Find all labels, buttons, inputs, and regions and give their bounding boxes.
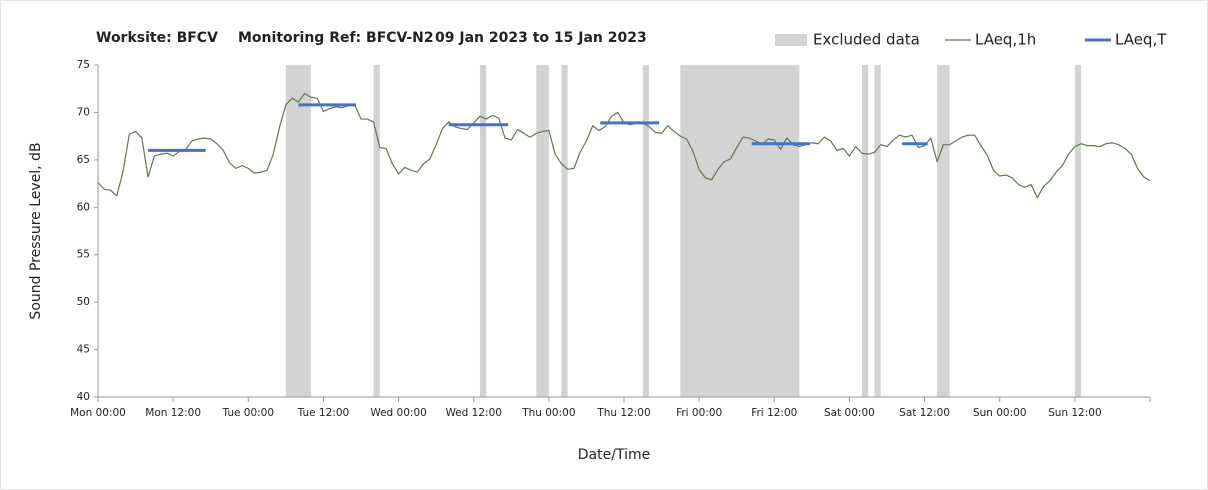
excluded-region xyxy=(1074,65,1082,397)
y-tick-label: 65 xyxy=(77,154,90,166)
x-tick-label: Sun 00:00 xyxy=(973,407,1027,419)
y-tick-label: 45 xyxy=(77,344,90,356)
excluded-region xyxy=(680,65,800,397)
x-tick-label: Tue 00:00 xyxy=(222,407,275,419)
title-ref: Monitoring Ref: BFCV-N2 xyxy=(238,30,434,46)
legend-label: Excluded data xyxy=(813,31,920,49)
excluded-region xyxy=(479,65,487,397)
y-tick-label: 55 xyxy=(77,249,90,261)
x-tick-label: Sat 12:00 xyxy=(899,407,950,419)
y-tick-label: 70 xyxy=(77,106,90,118)
y-tick-label: 40 xyxy=(77,391,90,403)
title-worksite: Worksite: BFCV xyxy=(96,30,218,46)
y-tick-label: 75 xyxy=(77,59,90,71)
excluded-region xyxy=(874,65,881,397)
excluded-region xyxy=(642,65,650,397)
x-tick-label: Mon 00:00 xyxy=(70,407,126,419)
excluded-region xyxy=(561,65,568,397)
x-tick-label: Fri 00:00 xyxy=(676,407,722,419)
y-tick-label: 60 xyxy=(77,201,90,213)
x-tick-label: Wed 12:00 xyxy=(445,407,502,419)
title-period: 09 Jan 2023 to 15 Jan 2023 xyxy=(435,30,647,46)
excluded-region xyxy=(861,65,869,397)
y-axis-label: Sound Pressure Level, dB xyxy=(28,142,44,319)
x-tick-label: Sun 12:00 xyxy=(1048,407,1102,419)
y-tick-label: 50 xyxy=(77,296,90,308)
excluded-region xyxy=(285,65,311,397)
excluded-region xyxy=(536,65,549,397)
x-tick-label: Mon 12:00 xyxy=(145,407,201,419)
excluded-region xyxy=(937,65,950,397)
x-tick-label: Thu 00:00 xyxy=(521,407,575,419)
x-tick-label: Sat 00:00 xyxy=(824,407,875,419)
x-tick-label: Wed 00:00 xyxy=(370,407,427,419)
excluded-region xyxy=(373,65,380,397)
x-tick-label: Thu 12:00 xyxy=(596,407,650,419)
x-tick-label: Tue 12:00 xyxy=(297,407,350,419)
x-axis-label: Date/Time xyxy=(578,447,650,463)
x-tick-label: Fri 12:00 xyxy=(751,407,797,419)
legend-label: LAeq,1h xyxy=(975,31,1036,49)
series-line xyxy=(148,103,928,152)
legend-swatch xyxy=(775,34,807,46)
legend-label: LAeq,T xyxy=(1115,31,1167,49)
